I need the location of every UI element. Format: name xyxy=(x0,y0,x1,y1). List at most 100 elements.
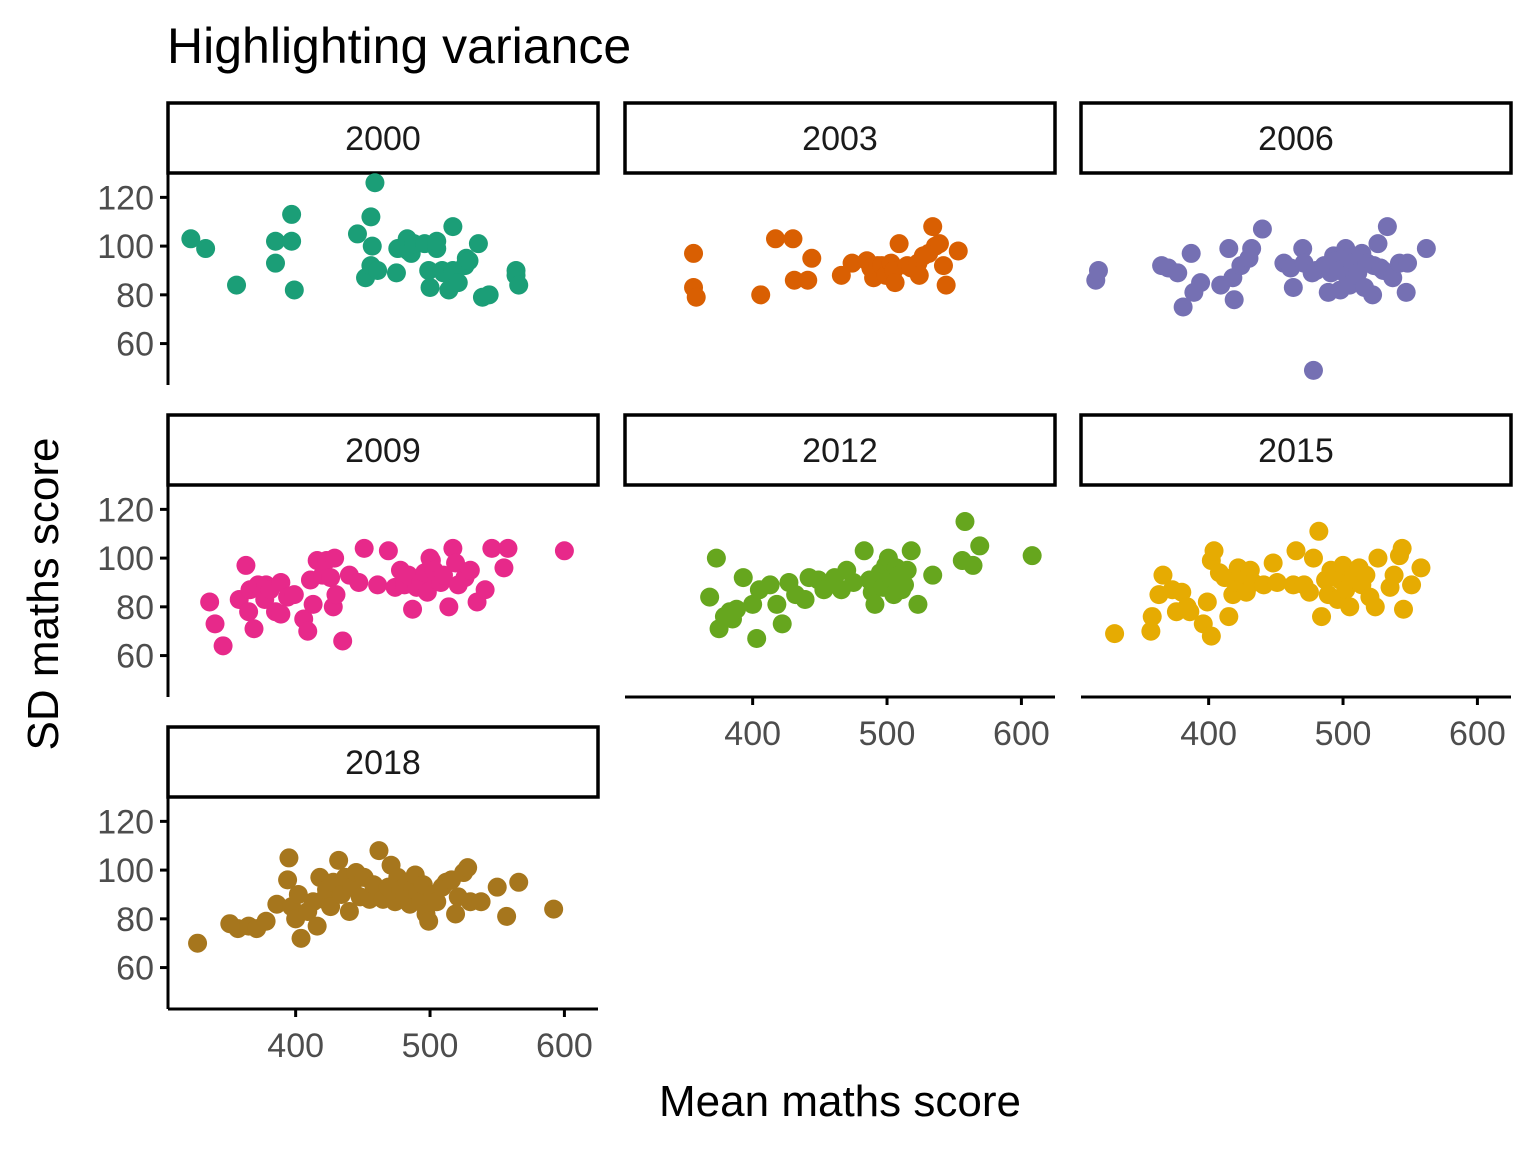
data-point xyxy=(948,241,968,261)
data-point xyxy=(321,897,341,917)
data-point xyxy=(1340,597,1360,617)
data-point xyxy=(1303,548,1323,568)
x-tick-label: 600 xyxy=(536,1027,593,1065)
data-point xyxy=(686,287,706,307)
data-point xyxy=(1396,282,1416,302)
data-point xyxy=(798,270,818,290)
data-point xyxy=(256,911,276,931)
data-point xyxy=(244,619,264,639)
facet-strip xyxy=(623,413,1057,487)
data-point xyxy=(1153,565,1173,585)
chart-title: Highlighting variance xyxy=(167,18,631,74)
y-tick-label: 120 xyxy=(97,803,154,841)
data-point xyxy=(700,587,720,607)
y-tick-label: 80 xyxy=(116,901,154,939)
data-point xyxy=(497,906,517,926)
data-point xyxy=(1172,582,1192,602)
data-point xyxy=(760,575,780,595)
data-point xyxy=(814,580,834,600)
data-point xyxy=(427,892,447,912)
data-point xyxy=(271,572,291,592)
data-point xyxy=(271,604,291,624)
data-point xyxy=(282,231,302,251)
data-point xyxy=(349,572,369,592)
data-point xyxy=(303,594,323,614)
data-point xyxy=(923,217,943,237)
data-point xyxy=(766,229,785,249)
data-point xyxy=(727,599,747,619)
data-point xyxy=(1088,260,1108,280)
data-point xyxy=(419,911,439,931)
data-point xyxy=(908,594,928,614)
data-point xyxy=(1141,621,1161,641)
facet-strip xyxy=(166,101,600,175)
y-tick-label: 80 xyxy=(116,277,154,315)
facet-strip-label: 2000 xyxy=(345,120,421,158)
data-point xyxy=(433,565,453,585)
facet-2012: 2012 400 500 600 xyxy=(623,413,1057,753)
facet-strip-label: 2003 xyxy=(802,120,878,158)
x-axis-title: Mean maths score xyxy=(659,1077,1021,1126)
data-point xyxy=(1283,278,1303,298)
data-point xyxy=(471,892,491,912)
facet-strip-label: 2009 xyxy=(345,432,421,470)
data-point xyxy=(439,597,459,617)
data-point xyxy=(544,899,564,919)
data-point xyxy=(321,568,341,588)
x-tick-label: 500 xyxy=(402,1027,459,1065)
facet-strip xyxy=(623,101,1057,175)
data-point xyxy=(1383,268,1403,288)
y-tick-label: 60 xyxy=(116,638,154,676)
facet-strip xyxy=(166,725,600,799)
data-point xyxy=(420,278,440,298)
data-point xyxy=(479,285,499,305)
data-point xyxy=(419,260,439,280)
x-tick-label: 500 xyxy=(1315,715,1372,753)
data-point xyxy=(368,575,388,595)
data-point xyxy=(1299,582,1319,602)
data-point xyxy=(1267,572,1287,592)
data-point xyxy=(361,207,381,227)
data-point xyxy=(459,251,479,271)
facet-strip xyxy=(1079,413,1513,487)
data-point xyxy=(267,894,287,914)
y-tick-label: 100 xyxy=(97,852,154,890)
facet-2003: 2003 xyxy=(623,101,1057,307)
data-point xyxy=(1286,541,1306,561)
data-point xyxy=(386,263,406,283)
data-point xyxy=(1181,243,1201,263)
data-point xyxy=(446,904,466,924)
data-point xyxy=(475,580,495,600)
data-point xyxy=(443,217,463,237)
data-point xyxy=(427,231,447,251)
data-point xyxy=(443,538,463,558)
data-point xyxy=(1201,626,1221,646)
data-point xyxy=(865,594,885,614)
y-tick-label: 80 xyxy=(116,589,154,627)
data-point xyxy=(378,541,398,561)
data-point xyxy=(751,285,771,305)
data-point xyxy=(468,234,488,254)
data-point xyxy=(403,599,423,619)
x-tick-label: 400 xyxy=(1180,715,1237,753)
data-point xyxy=(1197,592,1217,612)
x-tick-label: 600 xyxy=(1449,715,1506,753)
data-point xyxy=(325,548,345,568)
data-point xyxy=(1411,558,1431,578)
data-point xyxy=(684,243,704,263)
data-point xyxy=(795,590,815,610)
y-tick-label: 100 xyxy=(97,540,154,578)
facet-2000: 2000 60 80 100 120 xyxy=(97,101,600,385)
data-point xyxy=(487,877,507,897)
data-point xyxy=(509,872,529,892)
data-point xyxy=(854,541,874,561)
data-point xyxy=(1392,538,1412,558)
data-point xyxy=(767,594,787,614)
data-point xyxy=(1168,263,1188,283)
data-point xyxy=(1356,565,1376,585)
data-point xyxy=(1191,273,1211,293)
data-point xyxy=(897,560,917,580)
data-point xyxy=(279,848,299,868)
data-point xyxy=(1394,599,1413,619)
